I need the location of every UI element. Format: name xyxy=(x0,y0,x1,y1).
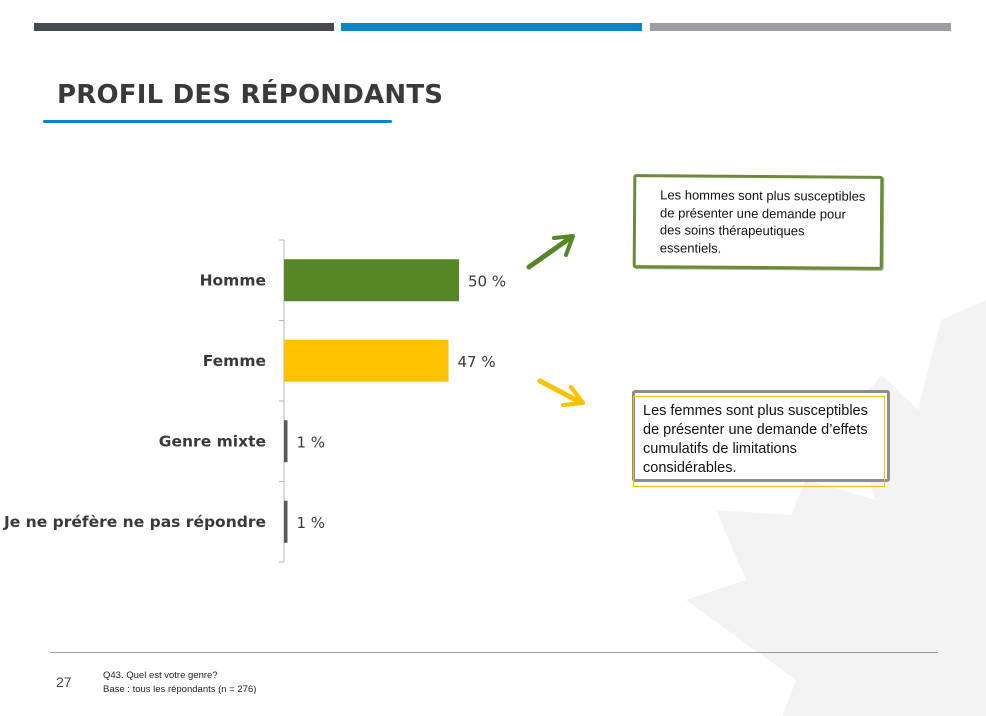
callout-women-text: Les femmes sont plus susceptibles de pré… xyxy=(643,403,868,476)
category-label: Genre mixte xyxy=(159,432,266,450)
title-underline xyxy=(43,120,392,123)
value-label: 47 % xyxy=(458,353,496,371)
arrow-up-icon xyxy=(526,234,575,270)
page-number: 27 xyxy=(56,674,72,690)
maple-leaf-watermark-icon xyxy=(686,300,986,716)
callout-men-text: Les hommes sont plus susceptibles de pré… xyxy=(659,187,866,256)
bar xyxy=(284,259,459,302)
category-label: Je ne préfère ne pas répondre xyxy=(3,513,266,531)
header-bar-dark xyxy=(34,23,334,31)
header-bar-blue xyxy=(341,23,642,31)
bar xyxy=(284,339,449,382)
value-label: 1 % xyxy=(297,514,326,532)
category-label: Homme xyxy=(200,271,266,289)
footnote-question: Q43. Quel est votre genre? xyxy=(103,670,218,681)
footnote-base: Base : tous les répondants (n = 276) xyxy=(103,684,257,695)
callout-women: Les femmes sont plus susceptibles de pré… xyxy=(632,390,890,487)
category-label: Femme xyxy=(203,352,266,370)
arrow-down-icon xyxy=(537,378,585,407)
page-title: PROFIL DES RÉPONDANTS xyxy=(57,80,444,110)
header-bar-gray xyxy=(650,23,951,31)
value-label: 1 % xyxy=(297,433,326,451)
callout-men: Les hommes sont plus susceptibles de pré… xyxy=(632,174,884,270)
bar xyxy=(284,500,288,543)
footer-divider xyxy=(50,652,938,653)
bar xyxy=(284,420,288,463)
value-label: 50 % xyxy=(468,272,506,290)
